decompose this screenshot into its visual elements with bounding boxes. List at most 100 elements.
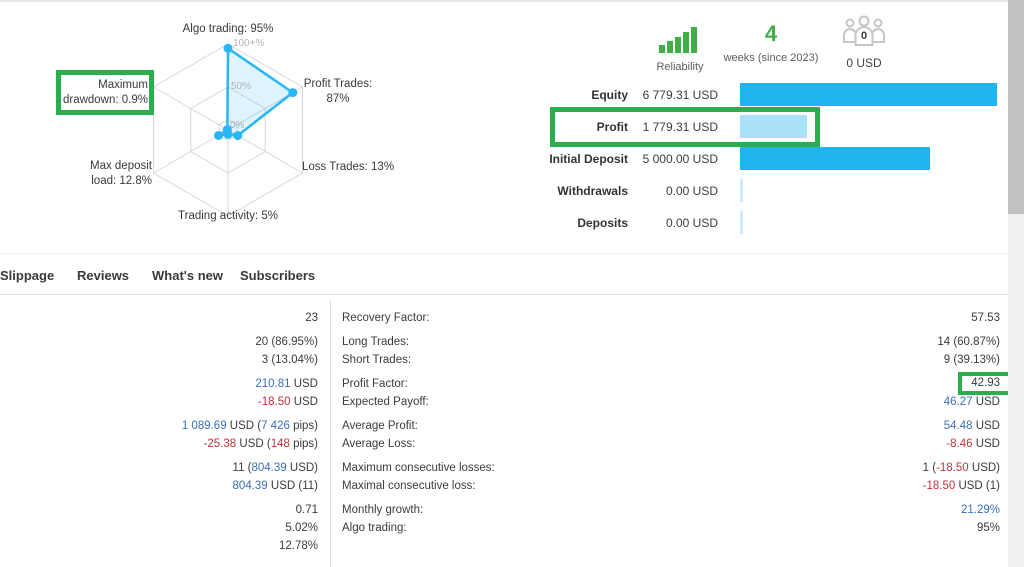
reliability-widget: Reliability — [638, 27, 722, 73]
bar — [740, 83, 997, 106]
stat-value-part: 5.02% — [285, 522, 318, 534]
stat-value-part: 1 ( — [922, 462, 937, 474]
radar-axis-label-max-deposit-load: Max deposit load: 12.8% — [89, 160, 152, 187]
stat-label: Algo trading: — [342, 522, 407, 534]
tab-slippage[interactable]: Slippage — [0, 268, 55, 283]
stat-row: Long Trades: 14 (60.87%) — [342, 333, 1000, 351]
stat-value-row: 20 (86.95%) — [0, 333, 318, 351]
stat-row: Recovery Factor: 57.53 — [342, 309, 1000, 327]
stat-value-row: -18.50 USD — [0, 393, 318, 411]
stat-value-part: USD — [290, 378, 318, 390]
stat-value-part: 23 — [305, 312, 318, 324]
stat-value-part: -25.38 — [203, 438, 237, 450]
radar-axis-label-trading-activity: Trading activity: 5% — [178, 210, 278, 222]
section-separator — [0, 253, 1008, 254]
stats-right-column: Recovery Factor: 57.53 Long Trades: 14 (60.… — [342, 295, 1013, 537]
stat-value-part: -18.50 — [936, 462, 969, 474]
stat-value-part: 9 (39.13%) — [943, 354, 1000, 366]
stat-label: Maximal consecutive loss: — [342, 480, 476, 492]
bar-row-withdrawals: Withdrawals 0.00 USD — [0, 179, 1008, 203]
stat-value-part: 57.53 — [971, 312, 1000, 324]
stat-value-part: pips) — [289, 420, 318, 432]
weeks-label: weeks (since 2023) — [723, 52, 819, 64]
stat-row: Monthly growth: 21.29% — [342, 501, 1000, 519]
stat-value-part: 11 ( — [232, 462, 252, 474]
stat-value-part: 210.81 — [255, 378, 291, 390]
stat-value-part: 12.78% — [278, 540, 318, 552]
stat-label: Average Loss: — [342, 438, 416, 450]
stat-value-part: USD) — [968, 462, 1000, 474]
stat-value-part: 46.27 — [943, 396, 973, 408]
stat-value-part: 95% — [976, 522, 1000, 534]
stat-value: 46.27 USD — [944, 393, 1000, 411]
stat-value-row: 5.02% — [0, 519, 318, 537]
page-top-border — [0, 0, 1008, 2]
stat-row: Profit Factor: 42.93 — [342, 372, 1013, 395]
stat-value-part: 20 (86.95%) — [255, 336, 318, 348]
stat-value-row: 804.39 USD (11) — [0, 477, 318, 495]
stat-value-row: 1 089.69 USD (7 426 pips) — [0, 417, 318, 435]
radar-ring-label-0: 0% — [230, 120, 245, 131]
radar-svg — [153, 43, 303, 217]
stat-value-highlighted: 42.93 — [958, 372, 1013, 395]
stat-value-part: USD — [972, 396, 1000, 408]
stat-value-part: USD — [290, 396, 318, 408]
radar-chart: Algo trading: 95% Profit Trades: 87% Loss T… — [0, 0, 440, 255]
column-divider — [330, 301, 331, 567]
stat-label: Profit Factor: — [342, 378, 408, 390]
stat-row: Maximal consecutive loss: -18.50 USD (1) — [342, 477, 1000, 495]
bar-category-label: Initial Deposit — [549, 152, 628, 166]
stat-value: -18.50 USD (1) — [923, 477, 1000, 495]
stat-value-part: USD (11) — [267, 480, 318, 492]
radar-axis-label-profit-trades: Profit Trades: 87% — [303, 78, 373, 105]
stat-value-part: USD ( — [226, 420, 262, 432]
signal-age-widget: 4 weeks (since 2023) — [716, 22, 826, 65]
radar-ring-label-50: 50% — [231, 81, 252, 92]
stat-value-row: 12.78% — [0, 537, 318, 555]
stat-value-part: -18.50 — [257, 396, 291, 408]
stat-value-part: 1 089.69 — [181, 420, 227, 432]
stat-value-part: USD) — [286, 462, 318, 474]
stat-value-row: 210.81 USD — [0, 375, 318, 393]
stat-value-part: USD — [972, 420, 1000, 432]
stat-row: Short Trades: 9 (39.13%) — [342, 351, 1000, 369]
radar-axis-label-loss-trades: Loss Trades: 13% — [302, 161, 395, 173]
radar-ring-label-100: 100+% — [233, 38, 265, 49]
stat-value-part: USD ( — [236, 438, 271, 450]
bar-value: 6 779.31 USD — [642, 88, 718, 102]
subscribers-funds: 0 USD — [846, 56, 882, 70]
stat-value-part: 804.39 — [232, 480, 268, 492]
bar-value: 0.00 USD — [665, 216, 718, 230]
stat-row: Expected Payoff: 46.27 USD — [342, 393, 1000, 411]
bar-category-label: Equity — [591, 88, 628, 102]
stat-value-part: USD — [972, 438, 1000, 450]
stat-value-part: pips) — [289, 438, 318, 450]
stat-value-part: -8.46 — [946, 438, 973, 450]
stat-value-part: 3 (13.04%) — [261, 354, 318, 366]
stat-label: Average Profit: — [342, 420, 418, 432]
stat-value: 57.53 — [971, 309, 1000, 327]
stat-value: 95% — [977, 519, 1000, 537]
bar-row-deposits: Deposits 0.00 USD — [0, 211, 1008, 235]
tab-subscribers[interactable]: Subscribers — [240, 268, 316, 283]
bar-value: 1 779.31 USD — [642, 120, 718, 134]
stat-value-part: 14 (60.87%) — [937, 336, 1000, 348]
highlight-box-profit — [550, 107, 820, 147]
scrollbar-thumb[interactable] — [1008, 0, 1024, 214]
bar — [740, 211, 743, 234]
stat-label: Monthly growth: — [342, 504, 424, 516]
bar-category-label: Profit — [596, 120, 628, 134]
tab-whats-new[interactable]: What's new — [152, 268, 223, 283]
radar-axis-label-algo-trading: Algo trading: 95% — [182, 23, 274, 35]
tab-reviews[interactable]: Reviews — [77, 268, 130, 283]
bar — [740, 147, 930, 170]
scrollbar-track[interactable] — [1008, 0, 1024, 567]
bar-row-initial-deposit: Initial Deposit 5 000.00 USD — [0, 147, 1008, 171]
highlight-box-max-drawdown — [56, 70, 154, 115]
stat-label: Short Trades: — [342, 354, 412, 366]
stat-value-part: 0.71 — [295, 504, 318, 516]
bar-category-label: Deposits — [577, 216, 628, 230]
stat-label: Maximum consecutive losses: — [342, 462, 495, 474]
stat-value-part: 54.48 — [943, 420, 973, 432]
